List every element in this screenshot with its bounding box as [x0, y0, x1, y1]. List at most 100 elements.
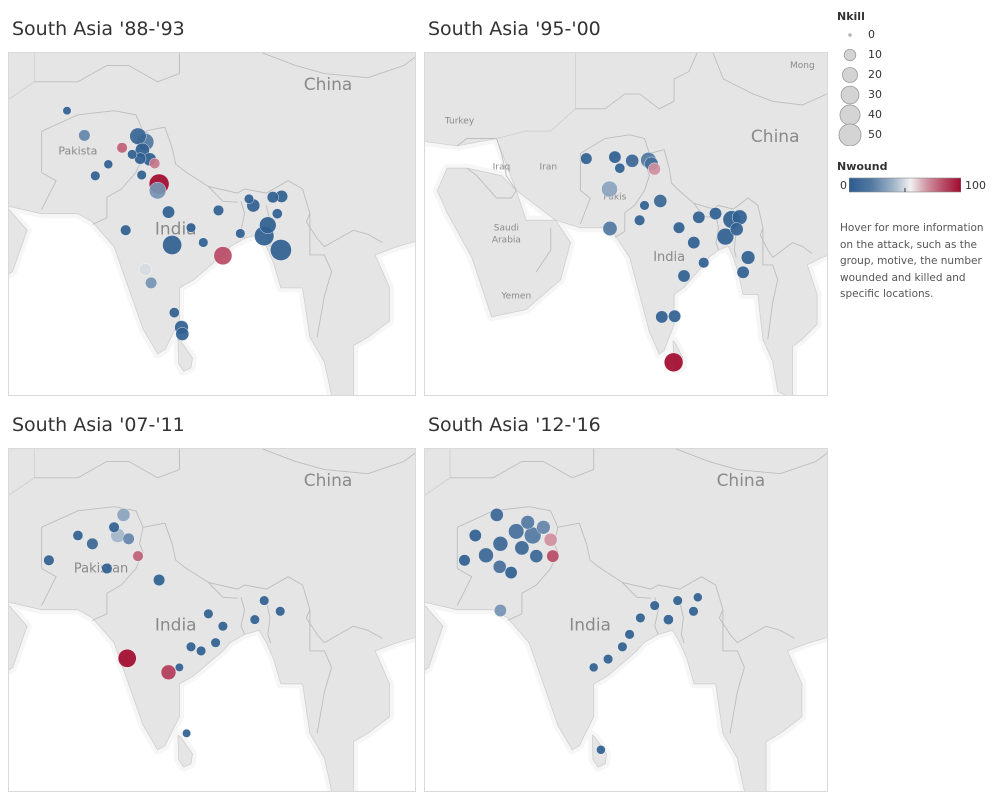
attack-marker[interactable]: [543, 532, 558, 547]
map-canvas[interactable]: China Pakistan India: [9, 449, 415, 791]
attack-marker[interactable]: [504, 566, 518, 580]
attack-marker[interactable]: [601, 180, 618, 198]
attack-marker[interactable]: [275, 606, 286, 617]
attack-marker[interactable]: [655, 310, 669, 324]
attack-marker[interactable]: [672, 595, 683, 606]
attack-marker[interactable]: [478, 547, 494, 564]
attack-marker[interactable]: [649, 600, 660, 611]
attack-marker[interactable]: [468, 529, 482, 542]
map-2012-2016[interactable]: China India: [424, 448, 828, 792]
attack-marker[interactable]: [514, 540, 530, 556]
attack-marker[interactable]: [86, 537, 99, 550]
attack-marker[interactable]: [624, 629, 635, 640]
attack-marker[interactable]: [149, 182, 167, 200]
attack-marker[interactable]: [698, 257, 710, 269]
attack-marker[interactable]: [122, 532, 135, 545]
attack-marker[interactable]: [692, 210, 706, 224]
attack-marker[interactable]: [203, 608, 214, 619]
attack-marker[interactable]: [687, 236, 701, 250]
attack-marker[interactable]: [693, 592, 703, 603]
attack-marker[interactable]: [614, 162, 626, 174]
attack-marker[interactable]: [90, 170, 101, 181]
attack-marker[interactable]: [243, 193, 254, 204]
attack-marker[interactable]: [688, 606, 699, 617]
attack-marker[interactable]: [664, 352, 684, 372]
attack-marker[interactable]: [138, 263, 152, 277]
attack-marker[interactable]: [185, 222, 196, 233]
attack-marker[interactable]: [175, 327, 190, 341]
attack-marker[interactable]: [653, 194, 668, 208]
attack-marker[interactable]: [546, 549, 560, 563]
attack-marker[interactable]: [235, 228, 246, 239]
attack-marker[interactable]: [196, 645, 207, 656]
attack-marker[interactable]: [639, 200, 650, 211]
attack-marker[interactable]: [78, 129, 91, 142]
attack-marker[interactable]: [508, 523, 525, 540]
attack-marker[interactable]: [162, 235, 182, 255]
attack-marker[interactable]: [729, 222, 744, 236]
attack-marker[interactable]: [103, 159, 114, 170]
attack-marker[interactable]: [127, 149, 138, 160]
attack-marker[interactable]: [635, 612, 646, 623]
attack-marker[interactable]: [672, 221, 685, 234]
attack-marker[interactable]: [625, 154, 639, 168]
attack-marker[interactable]: [182, 728, 192, 738]
attack-marker[interactable]: [602, 221, 618, 236]
attack-marker[interactable]: [270, 239, 292, 261]
attack-marker[interactable]: [43, 554, 55, 566]
attack-marker[interactable]: [580, 152, 593, 165]
attack-marker[interactable]: [536, 520, 551, 535]
attack-marker[interactable]: [617, 641, 628, 652]
attack-marker[interactable]: [736, 265, 750, 279]
attack-marker[interactable]: [160, 664, 177, 681]
attack-marker[interactable]: [677, 269, 691, 283]
attack-marker[interactable]: [62, 106, 72, 116]
attack-marker[interactable]: [271, 208, 283, 219]
map-canvas[interactable]: China Turkey Iraq Iran Saudi Arabia Pakis India…: [425, 53, 827, 395]
map-1988-1993[interactable]: China Pakista India: [8, 52, 416, 396]
attack-marker[interactable]: [494, 604, 507, 617]
attack-marker[interactable]: [732, 209, 748, 226]
attack-marker[interactable]: [168, 307, 180, 318]
attack-marker[interactable]: [520, 515, 535, 530]
attack-marker[interactable]: [608, 150, 622, 164]
attack-marker[interactable]: [663, 614, 674, 625]
attack-marker[interactable]: [716, 228, 734, 246]
attack-marker[interactable]: [249, 614, 260, 625]
attack-marker[interactable]: [129, 127, 147, 145]
attack-marker[interactable]: [647, 162, 661, 176]
attack-marker[interactable]: [117, 648, 137, 668]
attack-marker[interactable]: [213, 246, 233, 265]
attack-marker[interactable]: [458, 554, 471, 567]
attack-marker[interactable]: [492, 536, 509, 552]
attack-marker[interactable]: [266, 191, 279, 204]
attack-marker[interactable]: [145, 276, 158, 289]
attack-marker[interactable]: [116, 508, 131, 522]
attack-marker[interactable]: [588, 662, 599, 673]
attack-marker[interactable]: [668, 309, 682, 323]
map-canvas[interactable]: China India: [425, 449, 827, 791]
attack-marker[interactable]: [709, 207, 722, 221]
attack-marker[interactable]: [259, 216, 277, 234]
attack-marker[interactable]: [136, 169, 147, 180]
attack-marker[interactable]: [492, 560, 507, 574]
attack-marker[interactable]: [529, 549, 544, 563]
attack-marker[interactable]: [116, 142, 128, 154]
attack-marker[interactable]: [198, 237, 209, 248]
map-canvas[interactable]: China Pakista India: [9, 53, 415, 395]
attack-marker[interactable]: [212, 204, 224, 216]
attack-marker[interactable]: [217, 621, 228, 632]
attack-marker[interactable]: [149, 157, 161, 169]
attack-marker[interactable]: [596, 745, 606, 755]
attack-marker[interactable]: [603, 654, 614, 665]
attack-marker[interactable]: [101, 562, 113, 574]
attack-marker[interactable]: [185, 641, 196, 652]
attack-marker[interactable]: [174, 662, 184, 672]
map-2007-2011[interactable]: China Pakistan India: [8, 448, 416, 792]
attack-marker[interactable]: [120, 224, 132, 236]
attack-marker[interactable]: [259, 595, 270, 606]
attack-marker[interactable]: [153, 573, 166, 586]
attack-marker[interactable]: [741, 250, 756, 265]
attack-marker[interactable]: [162, 205, 175, 219]
attack-marker[interactable]: [634, 214, 646, 226]
